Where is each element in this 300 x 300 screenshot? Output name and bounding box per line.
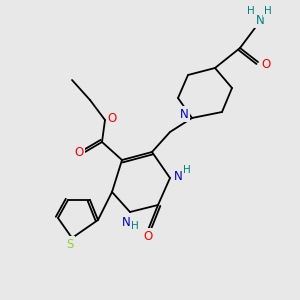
Text: O: O <box>261 58 271 70</box>
Text: O: O <box>74 146 84 158</box>
Text: H: H <box>131 221 139 231</box>
Text: N: N <box>256 14 264 26</box>
Text: N: N <box>180 107 188 121</box>
Text: H: H <box>183 165 191 175</box>
Text: N: N <box>122 215 130 229</box>
Text: S: S <box>66 238 74 250</box>
Text: O: O <box>143 230 153 242</box>
Text: H: H <box>247 6 255 16</box>
Text: H: H <box>264 6 272 16</box>
Text: N: N <box>174 169 182 182</box>
Text: O: O <box>107 112 117 124</box>
